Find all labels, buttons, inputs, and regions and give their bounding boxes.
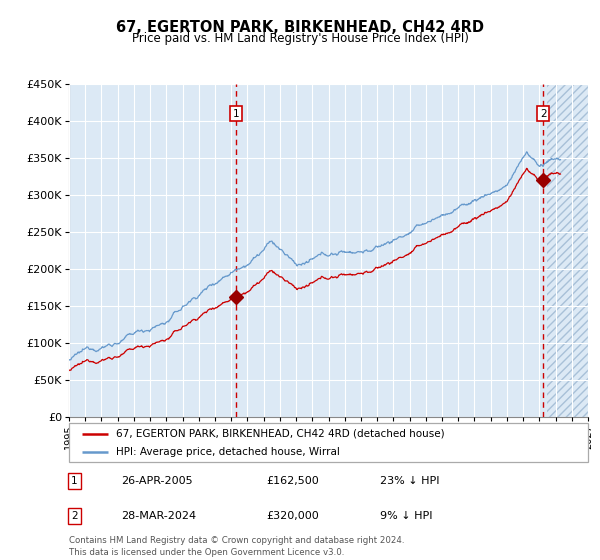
FancyBboxPatch shape [69,423,588,462]
Text: 2: 2 [71,511,77,521]
Text: Contains HM Land Registry data © Crown copyright and database right 2024.
This d: Contains HM Land Registry data © Crown c… [69,536,404,557]
Text: 23% ↓ HPI: 23% ↓ HPI [380,476,440,486]
Text: 67, EGERTON PARK, BIRKENHEAD, CH42 4RD (detached house): 67, EGERTON PARK, BIRKENHEAD, CH42 4RD (… [116,429,445,439]
Text: 26-APR-2005: 26-APR-2005 [121,476,193,486]
Bar [547,84,588,417]
Text: HPI: Average price, detached house, Wirral: HPI: Average price, detached house, Wirr… [116,447,340,457]
Text: 67, EGERTON PARK, BIRKENHEAD, CH42 4RD: 67, EGERTON PARK, BIRKENHEAD, CH42 4RD [116,20,484,35]
Text: 1: 1 [233,109,239,119]
Text: 1: 1 [71,476,77,486]
Text: 28-MAR-2024: 28-MAR-2024 [121,511,196,521]
Text: 9% ↓ HPI: 9% ↓ HPI [380,511,433,521]
Bar [547,84,588,417]
Text: £162,500: £162,500 [266,476,319,486]
Text: Price paid vs. HM Land Registry's House Price Index (HPI): Price paid vs. HM Land Registry's House … [131,32,469,45]
Text: £320,000: £320,000 [266,511,319,521]
Text: 2: 2 [540,109,547,119]
